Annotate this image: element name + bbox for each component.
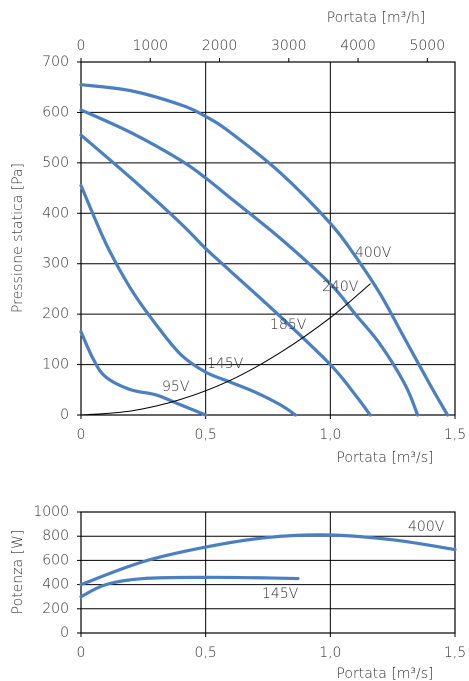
x-tick-label: 1,5 bbox=[444, 427, 466, 443]
curve-label: 185V bbox=[270, 317, 307, 333]
fan-curve bbox=[79, 108, 420, 417]
plot-frame bbox=[80, 511, 456, 634]
x-tick-label: 1,0 bbox=[319, 645, 341, 661]
y-tick-label: 300 bbox=[42, 256, 69, 272]
x2-tick-label: 2000 bbox=[202, 38, 238, 54]
x2-tick-label: 4000 bbox=[340, 38, 376, 54]
y-tick-label: 600 bbox=[42, 104, 69, 120]
curve-label: 240V bbox=[322, 279, 359, 295]
x-axis-label: Portata [m³/s] bbox=[336, 666, 433, 681]
y-tick-label: 0 bbox=[60, 625, 69, 641]
fan-curve bbox=[79, 533, 457, 587]
curve-label: 145V bbox=[207, 356, 244, 372]
x-tick-label: 0 bbox=[77, 645, 86, 661]
fan-curve bbox=[79, 575, 300, 599]
y-axis-label: Pressione statica [Pa] bbox=[10, 163, 26, 313]
y-tick-label: 700 bbox=[42, 54, 69, 70]
curve-label: 95V bbox=[162, 379, 190, 395]
fan-curve bbox=[79, 83, 450, 417]
y-tick-label: 400 bbox=[42, 205, 69, 221]
plot-frame bbox=[80, 61, 456, 416]
curve-label: 400V bbox=[355, 245, 392, 261]
y-tick-label: 400 bbox=[42, 577, 69, 593]
y-axis-label: Potenza [W] bbox=[10, 530, 26, 615]
fan-curve bbox=[79, 330, 208, 417]
x2-tick-label: 0 bbox=[77, 38, 86, 54]
y-tick-label: 500 bbox=[42, 155, 69, 171]
y-tick-label: 0 bbox=[60, 407, 69, 423]
y-tick-label: 800 bbox=[42, 528, 69, 544]
y-tick-label: 1000 bbox=[33, 504, 69, 520]
curve-label: 145V bbox=[262, 586, 299, 602]
x-tick-label: 1,0 bbox=[319, 427, 341, 443]
x-tick-label: 0,5 bbox=[195, 645, 217, 661]
fan-curve bbox=[79, 183, 298, 417]
x2-axis-label: Portata [m³/h] bbox=[327, 10, 426, 26]
fan-curve bbox=[79, 133, 372, 417]
system-curve bbox=[80, 283, 371, 416]
y-tick-label: 200 bbox=[42, 306, 69, 322]
y-tick-label: 600 bbox=[42, 552, 69, 568]
curve-label: 400V bbox=[408, 519, 445, 535]
y-tick-label: 200 bbox=[42, 601, 69, 617]
x-tick-label: 1,5 bbox=[444, 645, 466, 661]
x-axis-label: Portata [m³/s] bbox=[336, 450, 433, 466]
x2-tick-label: 3000 bbox=[271, 38, 307, 54]
y-tick-label: 100 bbox=[42, 357, 69, 373]
x2-tick-label: 5000 bbox=[409, 38, 445, 54]
x-tick-label: 0 bbox=[77, 427, 86, 443]
x2-tick-label: 1000 bbox=[132, 38, 168, 54]
x-tick-label: 0,5 bbox=[195, 427, 217, 443]
